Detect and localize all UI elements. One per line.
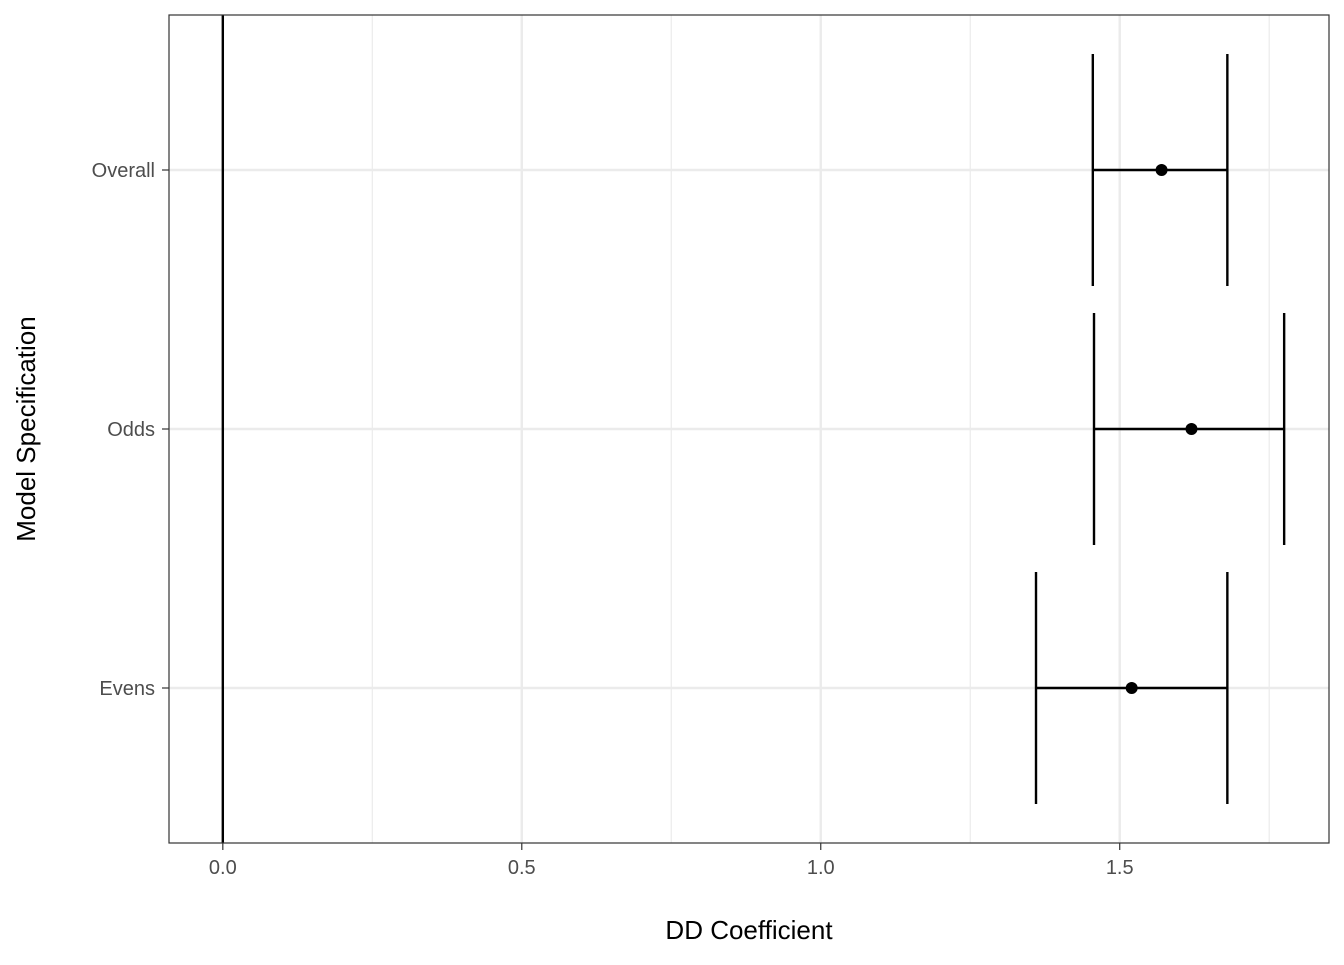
x-tick-label: 1.0 bbox=[807, 857, 835, 879]
x-axis-title: DD Coefficient bbox=[665, 915, 833, 945]
x-tick-label: 0.0 bbox=[209, 857, 237, 879]
data-layer bbox=[221, 15, 1286, 843]
x-tick-label: 1.5 bbox=[1106, 857, 1134, 879]
error-bar-odds bbox=[1092, 313, 1286, 545]
error-bar-evens bbox=[1034, 572, 1229, 804]
y-tick-label: Overall bbox=[92, 160, 155, 182]
y-tick-label: Evens bbox=[99, 678, 155, 700]
x-tick-label: 0.5 bbox=[508, 857, 536, 879]
y-axis-title: Model Specification bbox=[11, 316, 41, 541]
point-estimate bbox=[1155, 164, 1168, 176]
error-bar-overall bbox=[1091, 54, 1229, 286]
point-estimate bbox=[1125, 682, 1138, 694]
axis-layer: 0.0 0.5 1.0 1.5 Overall Odds Evens bbox=[92, 160, 1134, 879]
point-estimate bbox=[1185, 423, 1198, 435]
y-tick-label: Odds bbox=[107, 419, 155, 441]
